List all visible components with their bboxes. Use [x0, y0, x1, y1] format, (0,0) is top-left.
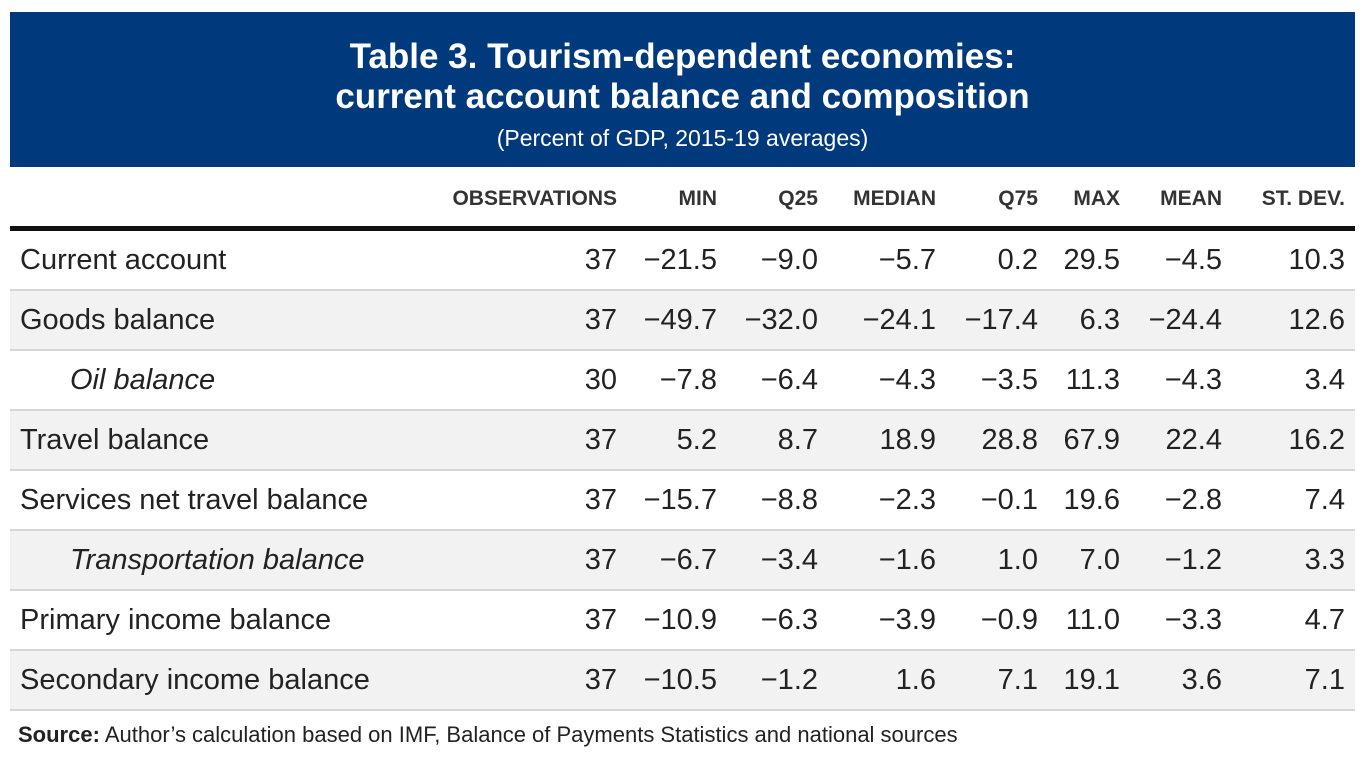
row-label: Transportation balance	[10, 530, 410, 591]
table-cell: −8.8	[727, 470, 828, 531]
table-cell: 19.1	[1048, 650, 1130, 711]
table-cell: −32.0	[727, 290, 828, 351]
table-cell: −24.4	[1130, 290, 1232, 351]
table-cell: 8.7	[727, 410, 828, 471]
table-title-line-2: current account balance and composition	[335, 77, 1030, 116]
table-row: Primary income balance 37 −10.9 −6.3 −3.9 −0.…	[10, 590, 1355, 651]
table-cell: 28.8	[946, 410, 1048, 471]
table-cell: 37	[410, 470, 627, 531]
table-cell: 1.0	[946, 530, 1048, 591]
table-cell: −6.4	[727, 350, 828, 411]
table-cell: 7.1	[946, 650, 1048, 711]
table-row: Secondary income balance 37 −10.5 −1.2 1.6 7.…	[10, 650, 1355, 711]
table-cell: 11.0	[1048, 590, 1130, 651]
table-row: Services net travel balance 37 −15.7 −8.8 −2…	[10, 470, 1355, 531]
table-cell: 16.2	[1232, 410, 1355, 471]
table-cell: 11.3	[1048, 350, 1130, 411]
table-cell: −7.8	[627, 350, 727, 411]
table-cell: 4.7	[1232, 590, 1355, 651]
column-header-st-dev: ST. DEV.	[1232, 172, 1355, 231]
table-cell: 37	[410, 228, 627, 291]
table-cell: 3.3	[1232, 530, 1355, 591]
table-row: Travel balance 37 5.2 8.7 18.9 28.8 67.9 22.4 16…	[10, 410, 1355, 471]
table-row: Transportation balance 37 −6.7 −3.4 −1.6 1.0 7…	[10, 530, 1355, 591]
table-cell: 37	[410, 590, 627, 651]
table-cell: 19.6	[1048, 470, 1130, 531]
column-header-mean: MEAN	[1130, 172, 1232, 231]
table-cell: −1.6	[828, 530, 946, 591]
table-subtitle: (Percent of GDP, 2015-19 averages)	[496, 125, 869, 151]
table-cell: −15.7	[627, 470, 727, 531]
table-cell: 22.4	[1130, 410, 1232, 471]
row-label: Travel balance	[10, 410, 410, 471]
source-text: Author’s calculation based on IMF, Balan…	[99, 722, 958, 747]
statistics-table: OBSERVATIONS MIN Q25 MEDIAN Q75 MAX MEAN…	[10, 172, 1355, 711]
table-cell: 37	[410, 410, 627, 471]
column-header-max: MAX	[1048, 172, 1130, 231]
table-body: Current account 37 −21.5 −9.0 −5.7 0.2 29.5 −4.…	[10, 228, 1355, 711]
table-cell: −4.3	[1130, 350, 1232, 411]
row-label: Current account	[10, 228, 410, 291]
table-cell: 37	[410, 290, 627, 351]
table-cell: 5.2	[627, 410, 727, 471]
table-cell: 3.4	[1232, 350, 1355, 411]
table-cell: 7.0	[1048, 530, 1130, 591]
table-cell: −2.8	[1130, 470, 1232, 531]
column-header-q75: Q75	[946, 172, 1048, 231]
table-header-banner: Table 3. Tourism-dependent economies: cu…	[10, 12, 1355, 167]
table-cell: 0.2	[946, 228, 1048, 291]
table-cell: 10.3	[1232, 228, 1355, 291]
table-cell: 1.6	[828, 650, 946, 711]
source-label: Source:	[18, 722, 100, 747]
table-title-line-1: Table 3. Tourism-dependent economies:	[349, 37, 1016, 76]
row-label: Primary income balance	[10, 590, 410, 651]
table-cell: −4.5	[1130, 228, 1232, 291]
table-cell: −3.3	[1130, 590, 1232, 651]
table-cell: 30	[410, 350, 627, 411]
table-row: Current account 37 −21.5 −9.0 −5.7 0.2 29.5 −4.…	[10, 228, 1355, 291]
column-header-row: OBSERVATIONS MIN Q25 MEDIAN Q75 MAX MEAN…	[10, 172, 1355, 231]
table-cell: −9.0	[727, 228, 828, 291]
table-cell: −17.4	[946, 290, 1048, 351]
table-row: Goods balance 37 −49.7 −32.0 −24.1 −17.4 6.3 −2…	[10, 290, 1355, 351]
table-cell: −1.2	[727, 650, 828, 711]
table-cell: −21.5	[627, 228, 727, 291]
table-cell: −3.9	[828, 590, 946, 651]
table-cell: −3.5	[946, 350, 1048, 411]
column-header-min: MIN	[627, 172, 727, 231]
table-cell: −4.3	[828, 350, 946, 411]
column-header-observations: OBSERVATIONS	[410, 172, 627, 231]
table-cell: −5.7	[828, 228, 946, 291]
row-label: Goods balance	[10, 290, 410, 351]
table-cell: 37	[410, 650, 627, 711]
column-header-median: MEDIAN	[828, 172, 946, 231]
row-label: Oil balance	[10, 350, 410, 411]
table-cell: 67.9	[1048, 410, 1130, 471]
table-cell: 7.4	[1232, 470, 1355, 531]
table-cell: −6.3	[727, 590, 828, 651]
table-cell: 7.1	[1232, 650, 1355, 711]
table-cell: −1.2	[1130, 530, 1232, 591]
row-label: Secondary income balance	[10, 650, 410, 711]
table-cell: −24.1	[828, 290, 946, 351]
column-header-q25: Q25	[727, 172, 828, 231]
table-cell: −10.5	[627, 650, 727, 711]
column-header-label	[10, 172, 410, 231]
table-cell: −2.3	[828, 470, 946, 531]
table-cell: 3.6	[1130, 650, 1232, 711]
table-cell: 37	[410, 530, 627, 591]
table-cell: −6.7	[627, 530, 727, 591]
source-note: Source: Author’s calculation based on IM…	[18, 722, 958, 748]
table-cell: 6.3	[1048, 290, 1130, 351]
table-cell: 29.5	[1048, 228, 1130, 291]
table-cell: −10.9	[627, 590, 727, 651]
row-label: Services net travel balance	[10, 470, 410, 531]
table-cell: 18.9	[828, 410, 946, 471]
table-cell: −49.7	[627, 290, 727, 351]
table-cell: 12.6	[1232, 290, 1355, 351]
table-cell: −3.4	[727, 530, 828, 591]
table-row: Oil balance 30 −7.8 −6.4 −4.3 −3.5 11.3 −4.3 3.4	[10, 350, 1355, 411]
table-cell: −0.9	[946, 590, 1048, 651]
table-cell: −0.1	[946, 470, 1048, 531]
